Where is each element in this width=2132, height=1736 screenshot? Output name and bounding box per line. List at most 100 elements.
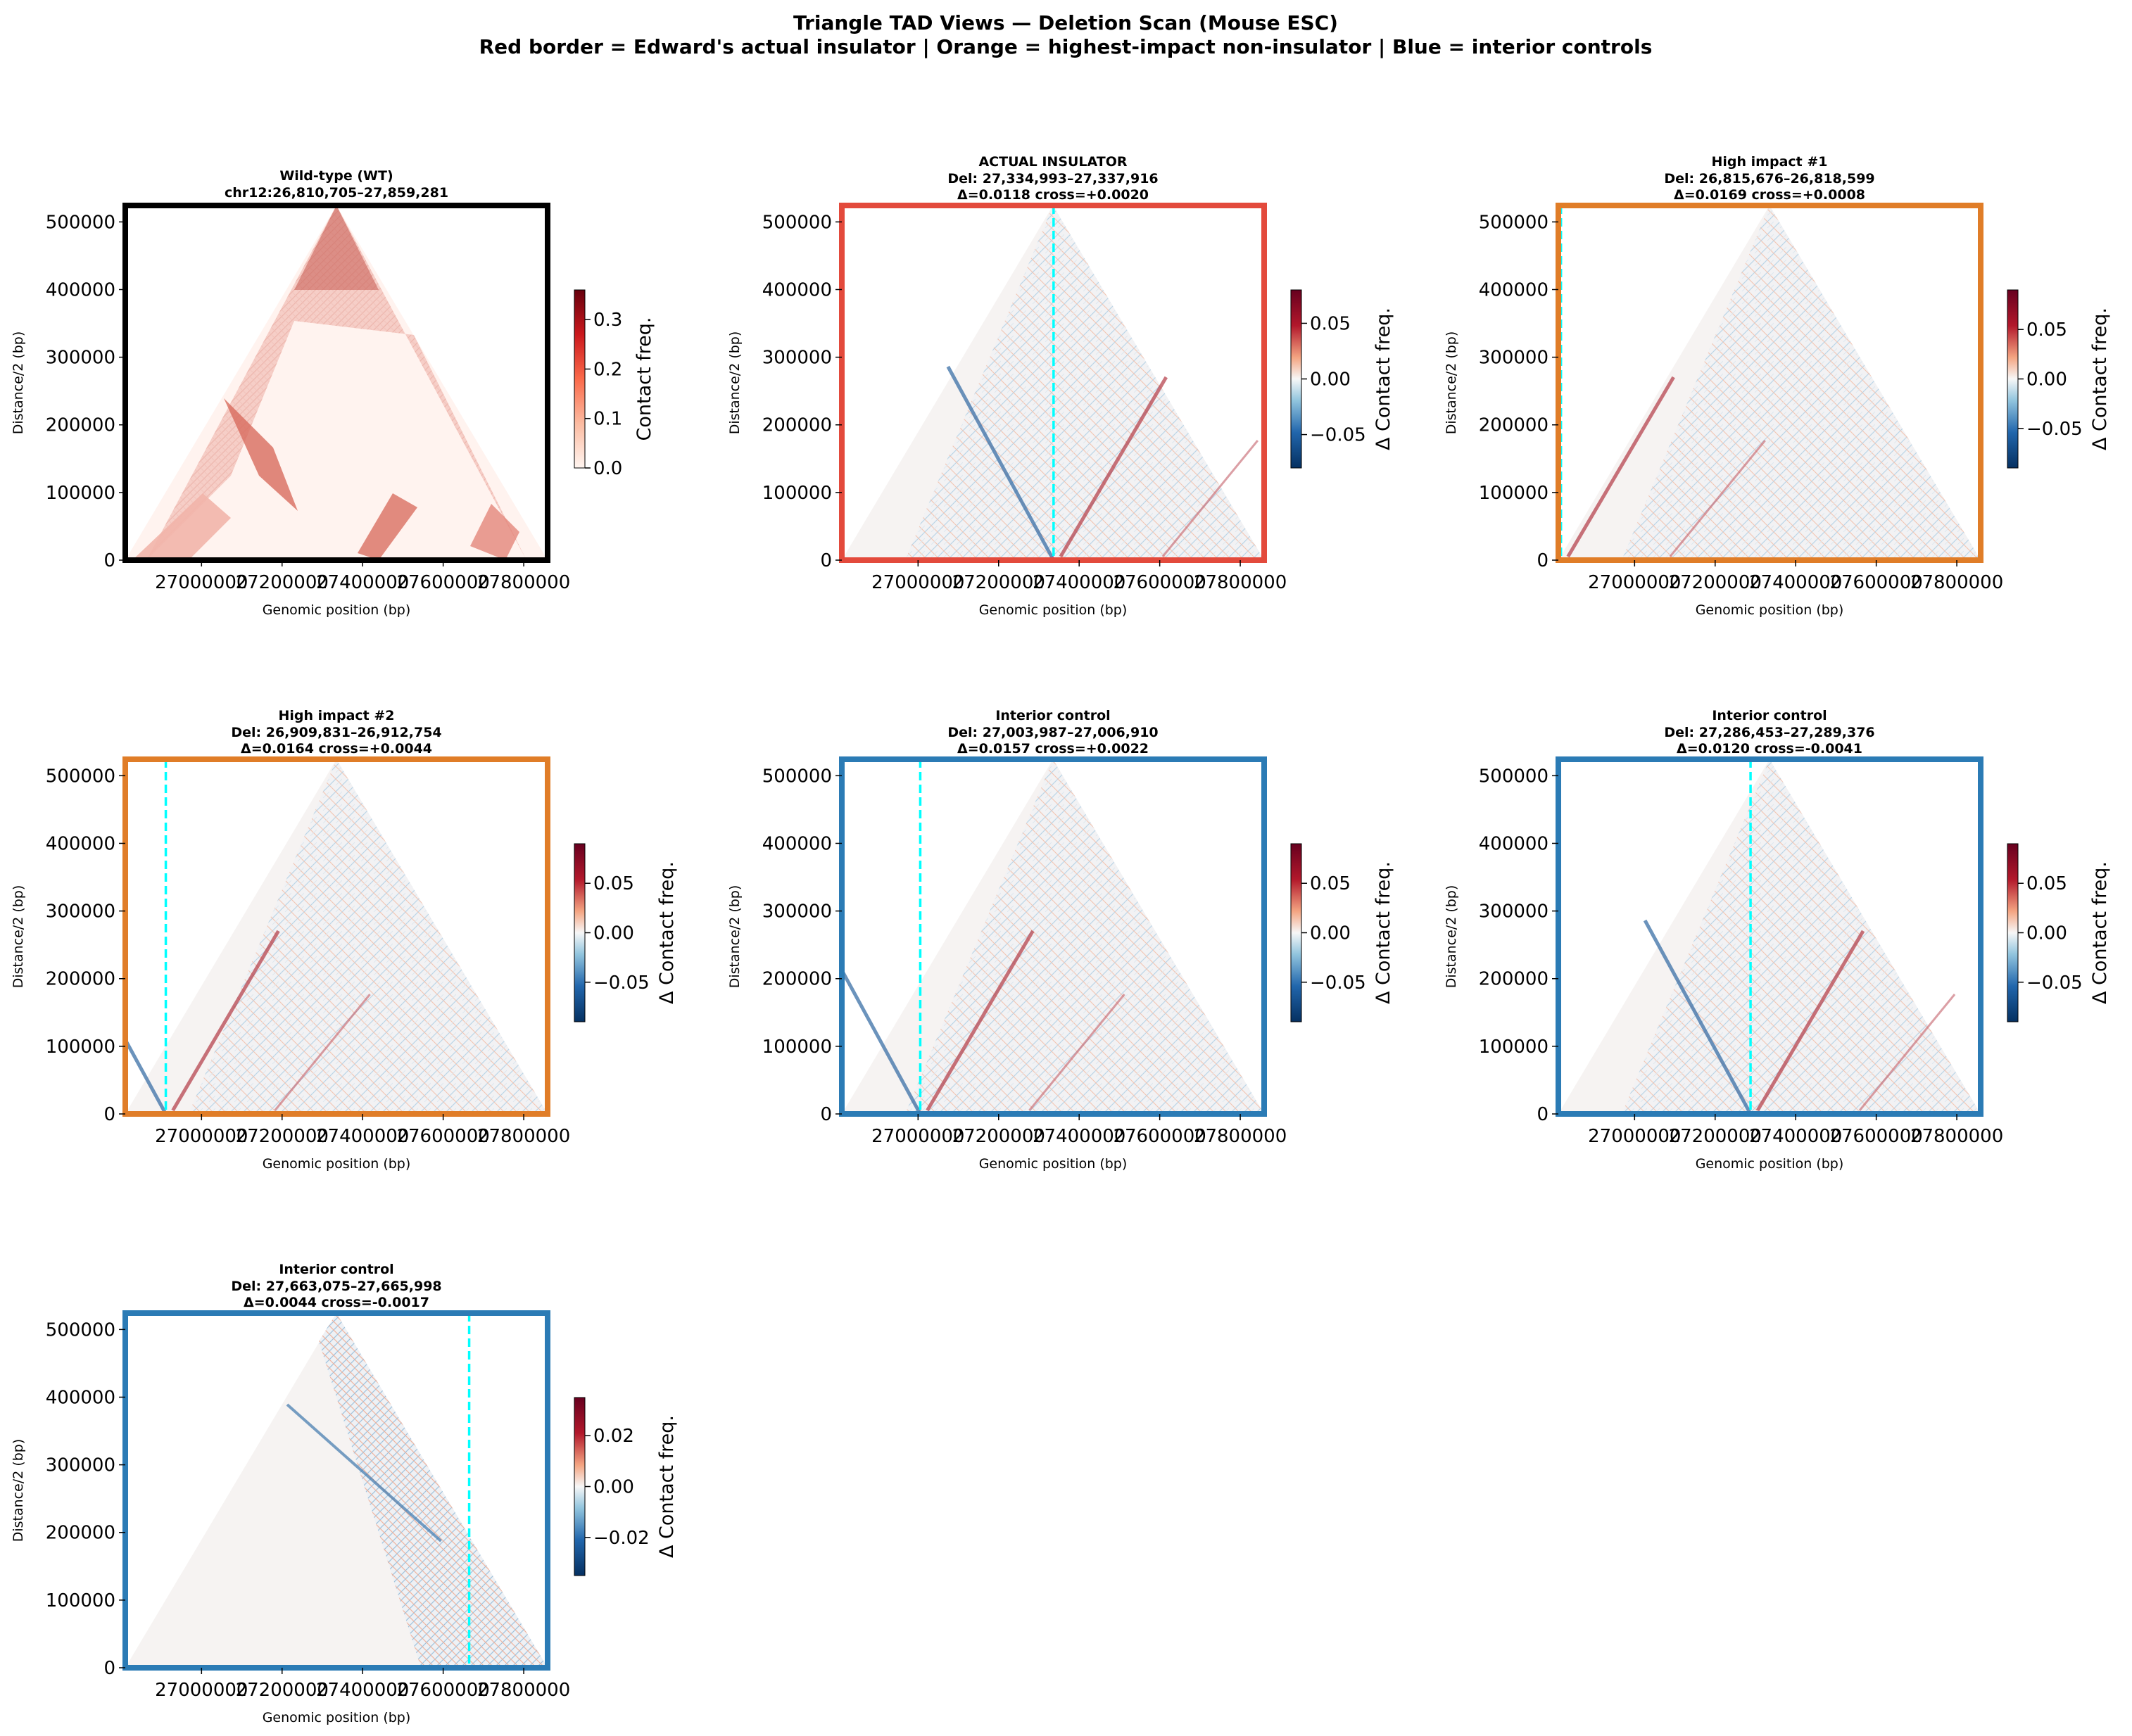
axes-border [122,1310,550,1671]
y-tick-label: 100000 [762,483,832,504]
colorbar-tick-label: 0.0 [593,458,622,479]
y-tick-label: 200000 [762,969,832,990]
panel-stats: Δ=0.0157 cross=+0.0022 [957,741,1149,756]
y-tick-label: 0 [103,1658,115,1679]
colorbar-label: Δ Contact freq. [656,1415,678,1558]
x-tick-label: 27400000 [1749,1126,1842,1147]
y-tick-label: 300000 [762,348,832,369]
x-tick-label: 27800000 [1194,572,1287,593]
colorbar-tick-label: 0.05 [1310,313,1351,334]
colorbar-tick-label: 0.05 [593,873,634,894]
y-tick-label: 100000 [762,1037,832,1058]
plot-area [125,205,548,560]
y-tick-label: 300000 [46,348,115,369]
y-tick-label: 500000 [762,212,832,233]
panel-stats: Δ=0.0164 cross=+0.0044 [241,741,432,756]
y-tick-label: 500000 [1479,212,1548,233]
x-tick-label: 27000000 [155,1126,248,1147]
colorbar-tick-label: 0.00 [2026,923,2067,944]
y-tick-label: 200000 [46,969,115,990]
diff-region [1622,205,1981,560]
y-tick-label: 400000 [762,279,832,300]
colorbar-tick-label: −0.05 [2026,972,2083,994]
positive-stripe-2 [1669,440,1766,557]
colorbar-tick-label: 0.05 [2026,319,2067,341]
y-tick-label: 300000 [46,1455,115,1476]
y-tick-label: 400000 [1479,279,1548,300]
x-tick-label: 27200000 [236,572,329,593]
y-tick-label: 400000 [46,1387,115,1408]
x-axis-label: Genomic position (bp) [1696,1156,1844,1172]
x-tick-label: 27200000 [952,572,1045,593]
positive-stripe [1059,376,1168,558]
y-tick-label: 200000 [46,415,115,436]
panel-subtitle: Del: 26,909,831–26,912,754 [231,725,441,740]
y-tick-label: 200000 [46,1523,115,1544]
panel-title: Wild-type (WT) [279,168,393,184]
panel-subtitle: Del: 27,003,987–27,006,910 [947,725,1158,740]
panel-title: Interior control [1712,708,1827,723]
colorbar-tick-label: 0.00 [593,1477,634,1498]
colorbar-tick-label: 0.00 [1310,923,1351,944]
axes-border [1556,756,1983,1117]
y-tick-label: 0 [820,1104,832,1125]
panel-subtitle: chr12:26,810,705–27,859,281 [225,185,448,201]
panel-subtitle: Del: 26,815,676–26,818,599 [1664,171,1874,186]
y-tick-label: 100000 [46,1037,115,1058]
panel-1: Wild-type (WT)chr12:26,810,705–27,859,28… [11,168,655,618]
figure-subtitle: Red border = Edward's actual insulator |… [479,35,1653,58]
y-tick-label: 500000 [46,212,115,233]
x-tick-label: 27200000 [1669,1126,1762,1147]
positive-stripe-2 [1161,440,1259,557]
x-tick-label: 27400000 [1749,572,1842,593]
y-tick-label: 500000 [46,1319,115,1341]
colorbar-label: Δ Contact freq. [2089,308,2111,450]
panel-title: High impact #2 [279,708,395,723]
colorbar [2007,843,2019,1022]
diff-region [1622,759,1981,1114]
colorbar-tick-label: 0.3 [593,310,622,331]
x-tick-label: 27600000 [1829,572,1922,593]
colorbar-tick-label: −0.05 [1310,425,1366,446]
colorbar-label: Δ Contact freq. [1373,308,1394,450]
colorbar [574,1397,586,1576]
y-tick-label: 100000 [46,1590,115,1611]
y-tick-label: 200000 [762,415,832,436]
y-tick-label: 0 [103,550,115,571]
y-tick-label: 300000 [46,901,115,923]
x-tick-label: 27400000 [1033,572,1125,593]
x-tick-label: 27600000 [1113,572,1206,593]
plot-area [1558,205,1981,560]
positive-stripe-2 [274,994,371,1111]
plot-area [125,759,548,1114]
x-tick-label: 27200000 [1669,572,1762,593]
panel-title: ACTUAL INSULATOR [978,154,1127,170]
x-tick-label: 27000000 [155,1680,248,1701]
x-tick-label: 27000000 [871,572,964,593]
colorbar-label: Δ Contact freq. [2089,861,2111,1004]
x-tick-label: 27400000 [316,1126,409,1147]
x-tick-label: 27600000 [1113,1126,1206,1147]
x-axis-label: Genomic position (bp) [1696,602,1844,618]
y-axis-label: Distance/2 (bp) [11,331,26,435]
colorbar-tick-label: 0.00 [593,923,634,944]
panel-stats: Δ=0.0118 cross=+0.0020 [957,187,1149,203]
panel-subtitle: Del: 27,663,075–27,665,998 [231,1279,441,1294]
colorbar-tick-label: 0.1 [593,409,622,430]
colorbar-tick-label: 0.00 [2026,369,2067,391]
plot-area [842,205,1264,560]
x-axis-label: Genomic position (bp) [979,602,1128,618]
y-tick-label: 0 [103,1104,115,1125]
y-tick-label: 300000 [1479,901,1548,923]
y-axis-label: Distance/2 (bp) [1444,331,1459,435]
tad-domain-3 [358,493,417,560]
x-tick-label: 27800000 [1910,572,2003,593]
panel-subtitle: Del: 27,334,993–27,337,916 [947,171,1158,186]
y-tick-label: 0 [1537,1104,1548,1125]
colorbar [574,843,586,1022]
y-tick-label: 300000 [762,901,832,923]
x-tick-label: 27200000 [236,1680,329,1701]
y-tick-label: 200000 [1479,415,1548,436]
